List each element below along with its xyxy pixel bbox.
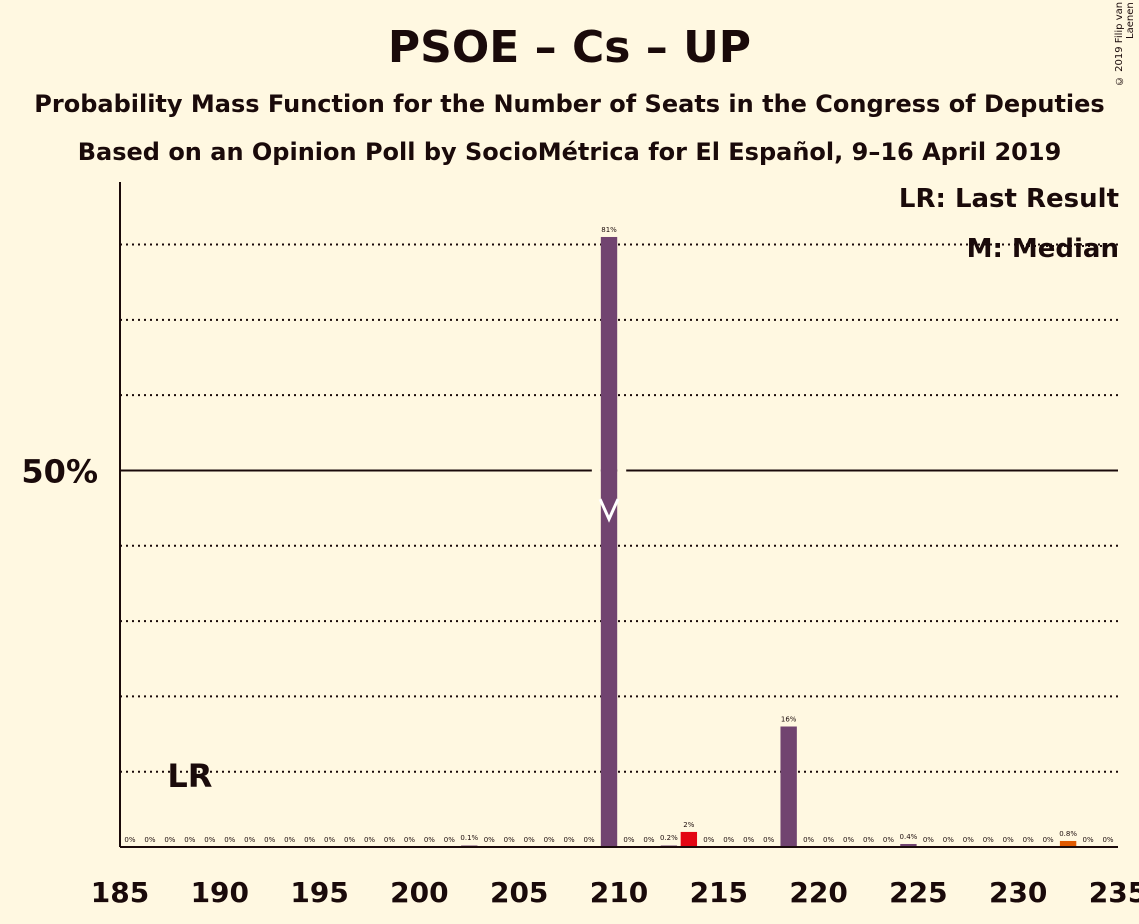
last-result-label: LR <box>167 757 212 795</box>
bar-label-203: 0% <box>484 836 495 844</box>
bar-232 <box>1059 840 1077 847</box>
bar-label-224: 0.4% <box>900 833 918 841</box>
bar-label-229: 0% <box>1003 836 1014 844</box>
bars <box>461 236 1077 847</box>
bar-label-212: 0.2% <box>660 834 678 842</box>
y-tick-50: 50% <box>21 452 98 490</box>
x-tick-200: 200 <box>390 876 448 909</box>
bar-label-215: 0% <box>723 836 734 844</box>
bar-label-226: 0% <box>943 836 954 844</box>
bar-label-211: 0% <box>643 836 654 844</box>
x-tick-230: 230 <box>989 876 1047 909</box>
x-tick-195: 195 <box>290 876 348 909</box>
x-tick-205: 205 <box>490 876 548 909</box>
x-tick-225: 225 <box>889 876 947 909</box>
bar-label-204: 0% <box>504 836 515 844</box>
bar-218 <box>780 726 797 847</box>
chart-title: PSOE – Cs – UP <box>387 22 752 73</box>
chart-subtitle-source: Based on an Opinion Poll by SocioMétrica… <box>77 138 1062 166</box>
x-tick-235: 235 <box>1089 876 1139 909</box>
x-tick-190: 190 <box>191 876 249 909</box>
bar-label-189: 0% <box>204 836 215 844</box>
bar-label-214: 0% <box>703 836 714 844</box>
bar-label-195: 0% <box>324 836 335 844</box>
bar-label-198: 0% <box>384 836 395 844</box>
x-tick-220: 220 <box>789 876 847 909</box>
bar-label-232: 0.8% <box>1059 830 1077 838</box>
majority-line-gap-right <box>617 467 627 474</box>
bar-224 <box>900 843 917 847</box>
x-tick-215: 215 <box>690 876 748 909</box>
bar-label-191: 0% <box>244 836 255 844</box>
bar-label-213: 2% <box>683 821 694 829</box>
x-tick-labels: 185 190 195 200 205 210 215 220 225 230 235 <box>91 876 1139 909</box>
x-tick-210: 210 <box>590 876 648 909</box>
bar-label-209: 81% <box>601 226 617 234</box>
bar-label-223: 0% <box>883 836 894 844</box>
bar-label-200: 0% <box>424 836 435 844</box>
legend-median: M: Median <box>966 234 1119 264</box>
bar-label-222: 0% <box>863 836 874 844</box>
annotations: LR <box>167 245 1112 795</box>
bar-label-234: 0% <box>1102 836 1113 844</box>
bar-label-193: 0% <box>284 836 295 844</box>
bar-label-228: 0% <box>983 836 994 844</box>
bar-label-216: 0% <box>743 836 754 844</box>
axes: 50% <box>21 182 1118 848</box>
chart-subtitle: Probability Mass Function for the Number… <box>34 90 1105 118</box>
bar-label-225: 0% <box>923 836 934 844</box>
legend-last-result: LR: Last Result <box>898 184 1119 214</box>
bar-label-218: 16% <box>781 716 797 724</box>
bar-label-217: 0% <box>763 836 774 844</box>
bar-label-207: 0% <box>564 836 575 844</box>
bar-label-201: 0% <box>444 836 455 844</box>
bar-213 <box>680 831 698 847</box>
bar-label-192: 0% <box>264 836 275 844</box>
bar-label-221: 0% <box>843 836 854 844</box>
x-tick-185: 185 <box>91 876 149 909</box>
bar-labels: 0% 0% 0% 0% 0% 0% 0% 0% 0% 0% 0% 0% 0% 0% 0% 0% 0% 0.1% 0%… <box>124 226 1113 844</box>
median-marker <box>598 498 620 523</box>
bar-label-206: 0% <box>544 836 555 844</box>
bar-label-202: 0.1% <box>460 834 478 842</box>
bar-label-194: 0% <box>304 836 315 844</box>
bar-label-205: 0% <box>524 836 535 844</box>
bar-label-219: 0% <box>803 836 814 844</box>
bar-label-185: 0% <box>124 836 135 844</box>
gridlines <box>120 243 1118 773</box>
bar-label-190: 0% <box>224 836 235 844</box>
bar-label-186: 0% <box>144 836 155 844</box>
majority-line-gap-left <box>591 467 601 474</box>
bar-label-196: 0% <box>344 836 355 844</box>
bar-label-199: 0% <box>404 836 415 844</box>
bar-label-208: 0% <box>584 836 595 844</box>
bar-label-227: 0% <box>963 836 974 844</box>
bar-label-188: 0% <box>184 836 195 844</box>
bar-label-187: 0% <box>164 836 175 844</box>
bar-209 <box>600 236 618 847</box>
bar-label-230: 0% <box>1023 836 1034 844</box>
bar-label-220: 0% <box>823 836 834 844</box>
bar-label-197: 0% <box>364 836 375 844</box>
bar-label-210: 0% <box>623 836 634 844</box>
bar-label-233: 0% <box>1083 836 1094 844</box>
bar-label-231: 0% <box>1043 836 1054 844</box>
